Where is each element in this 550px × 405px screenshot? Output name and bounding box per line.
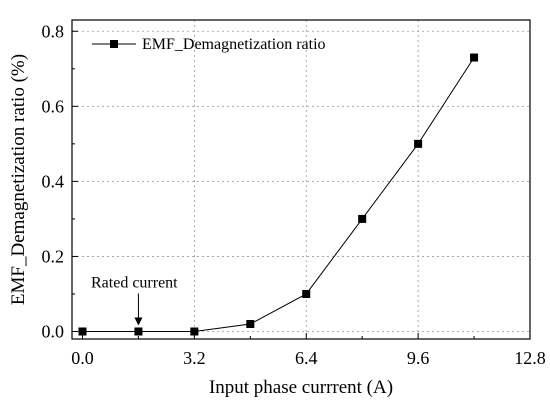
x-axis: 0.0 3.2 6.4 9.6 12.8 <box>71 333 546 368</box>
data-point <box>134 327 143 336</box>
y-tick-label: 0.4 <box>42 171 65 191</box>
x-tick-label: 0.0 <box>71 348 94 368</box>
y-tick-label: 0.8 <box>42 21 65 41</box>
data-point <box>246 319 255 328</box>
legend-label: EMF_Demagnetization ratio <box>142 36 326 53</box>
legend-marker <box>110 40 118 48</box>
series-layer <box>78 53 479 336</box>
annotation: Rated current <box>91 274 178 326</box>
y-tick-label: 0.6 <box>42 96 65 116</box>
annotation-arrow-head <box>134 317 143 326</box>
data-point <box>190 327 199 336</box>
x-tick-label: 9.6 <box>407 348 430 368</box>
data-point <box>78 327 87 336</box>
annotation-text: Rated current <box>91 274 178 291</box>
data-point <box>470 53 479 62</box>
legend: EMF_Demagnetization ratio <box>92 36 326 53</box>
data-point <box>358 214 367 223</box>
x-tick-label: 12.8 <box>514 348 546 368</box>
x-tick-label: 6.4 <box>295 348 318 368</box>
data-point <box>302 289 311 298</box>
series-line <box>82 57 475 332</box>
x-axis-title: Input phase currrent (A) <box>209 377 393 398</box>
data-point <box>414 139 423 148</box>
y-tick-label: 0.2 <box>42 246 65 266</box>
y-axis-title: EMF_Demagnetization ratio (%) <box>8 54 29 305</box>
y-tick-label: 0.0 <box>42 321 65 341</box>
plot-frame <box>71 19 531 340</box>
x-tick-label: 3.2 <box>183 348 206 368</box>
y-axis: 0.0 0.2 0.4 0.6 0.8 <box>42 21 78 341</box>
